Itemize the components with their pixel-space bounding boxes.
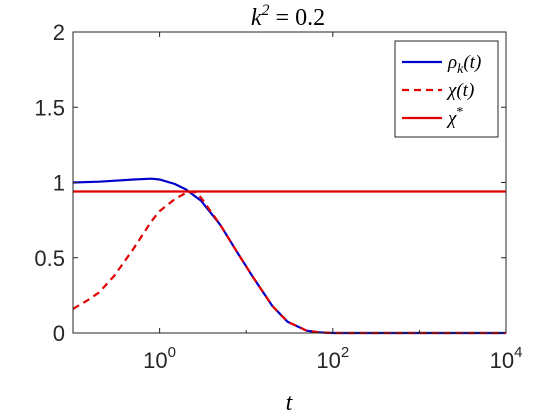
x-axis-label: t <box>286 390 294 416</box>
x-tick-label: 102 <box>316 344 349 373</box>
legend-label-1: χ(t) <box>446 80 474 101</box>
chart-title-base: k <box>251 5 262 31</box>
chart-title-rest: = 0.2 <box>270 5 326 31</box>
chart-title: k2 = 0.2 <box>251 2 325 31</box>
y-tick-label: 2 <box>53 20 65 45</box>
y-tick-label: 1.5 <box>34 95 65 120</box>
chart-title-sup: 2 <box>262 2 270 19</box>
legend: ρk(t) χ(t) χ* <box>394 40 499 138</box>
legend-label-2: χ* <box>446 105 463 129</box>
legend-label-0: ρk(t) <box>447 52 481 77</box>
legend-box <box>394 40 499 138</box>
x-tick-label: 100 <box>143 344 176 373</box>
y-tick-label: 0 <box>53 321 65 346</box>
y-tick-label: 1 <box>53 171 65 196</box>
x-tick-label: 104 <box>490 344 523 373</box>
y-tick-label: 0.5 <box>34 246 65 271</box>
